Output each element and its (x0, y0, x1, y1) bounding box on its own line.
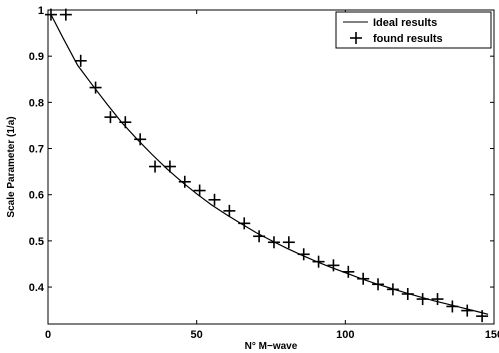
data-point-found-results (476, 310, 489, 323)
data-point-found-results (401, 287, 414, 300)
data-point-found-results (446, 300, 459, 313)
ticks-layer: 0 50 100 150 0.4 0.5 0.6 0.7 0.8 0.9 1 (29, 5, 499, 341)
x-tick-label: 100 (336, 329, 354, 341)
data-point-found-results (267, 236, 280, 249)
data-point-found-results (178, 175, 191, 188)
data-point-found-results (44, 8, 57, 21)
data-point-found-results (134, 133, 147, 146)
data-point-found-results (416, 293, 429, 306)
x-tick-label: 150 (485, 329, 499, 341)
data-point-found-results (297, 248, 310, 261)
data-point-found-results (253, 230, 266, 243)
data-point-found-results (312, 255, 325, 268)
data-point-found-results (193, 184, 206, 197)
x-tick-label: 0 (45, 329, 51, 341)
data-point-found-results (89, 81, 102, 94)
data-point-found-results (223, 204, 236, 217)
data-point-found-results (386, 283, 399, 296)
legend: Ideal results found results (335, 11, 492, 49)
data-point-found-results (357, 272, 370, 285)
y-axis-label: Scale Parameter (1/a) (6, 116, 17, 217)
legend-box (335, 11, 492, 49)
x-axis-label: N° M−wave (245, 341, 298, 352)
y-tick-label: 0.8 (29, 97, 44, 109)
series-line-ideal-results (50, 14, 489, 315)
data-point-found-results (104, 111, 117, 124)
data-point-found-results (238, 217, 251, 230)
y-tick-label: 0.6 (29, 190, 44, 202)
plot-frame (47, 9, 495, 325)
legend-plus-marker (350, 32, 362, 44)
y-tick-label: 0.7 (29, 144, 44, 156)
data-point-found-results (59, 8, 72, 21)
legend-label-found-results: found results (373, 33, 443, 45)
data-point-found-results (372, 278, 385, 291)
x-tick-label: 50 (191, 329, 203, 341)
y-tick-label: 0.4 (29, 282, 45, 294)
data-point-found-results (282, 236, 295, 249)
data-point-found-results (149, 160, 162, 173)
y-tick-label: 0.5 (29, 236, 44, 248)
series-layer (44, 8, 489, 323)
legend-label-ideal-results: Ideal results (373, 17, 437, 29)
data-point-found-results (119, 116, 132, 129)
data-point-found-results (163, 160, 176, 173)
data-point-found-results (208, 193, 221, 206)
y-tick-label: 1 (38, 5, 44, 17)
y-tick-label: 0.9 (29, 51, 44, 63)
data-point-found-results (461, 304, 474, 317)
data-point-found-results (327, 259, 340, 272)
data-point-found-results (342, 265, 355, 278)
data-point-found-results (431, 293, 444, 306)
data-point-found-results (74, 54, 87, 67)
